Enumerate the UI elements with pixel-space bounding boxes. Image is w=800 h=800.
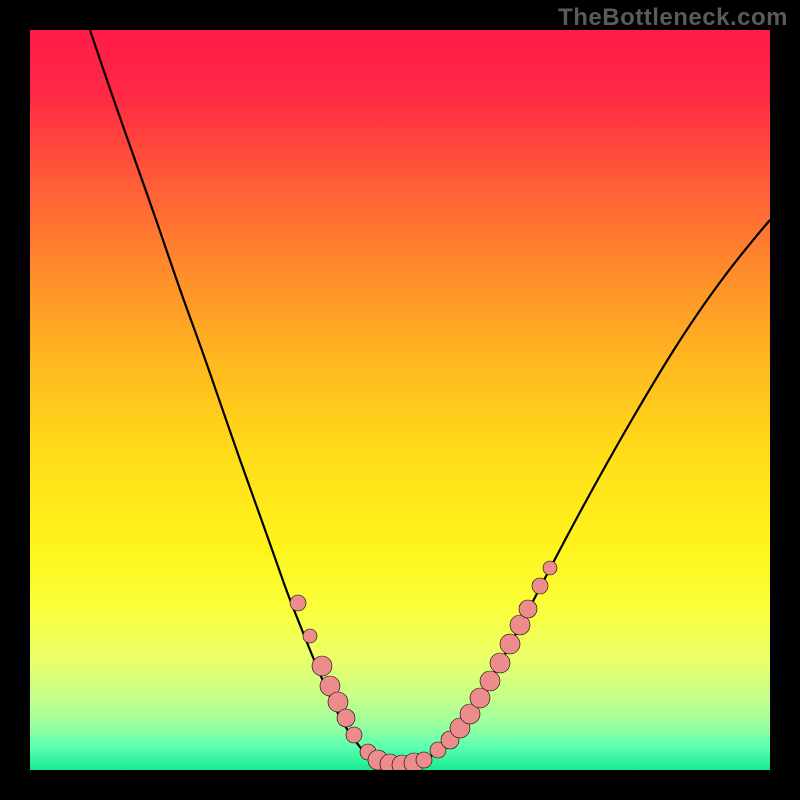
- gradient-background: [30, 30, 770, 770]
- data-point: [543, 561, 557, 575]
- chart-frame: TheBottleneck.com: [0, 0, 800, 800]
- data-point: [500, 634, 520, 654]
- data-point: [532, 578, 548, 594]
- data-point: [490, 653, 510, 673]
- data-point: [303, 629, 317, 643]
- watermark-text: TheBottleneck.com: [558, 4, 788, 32]
- bottleneck-chart: [0, 0, 800, 800]
- data-point: [290, 595, 306, 611]
- data-point: [337, 709, 355, 727]
- data-point: [312, 656, 332, 676]
- data-point: [519, 600, 537, 618]
- data-point: [480, 671, 500, 691]
- data-point: [470, 688, 490, 708]
- data-point: [416, 752, 432, 768]
- data-point: [346, 727, 362, 743]
